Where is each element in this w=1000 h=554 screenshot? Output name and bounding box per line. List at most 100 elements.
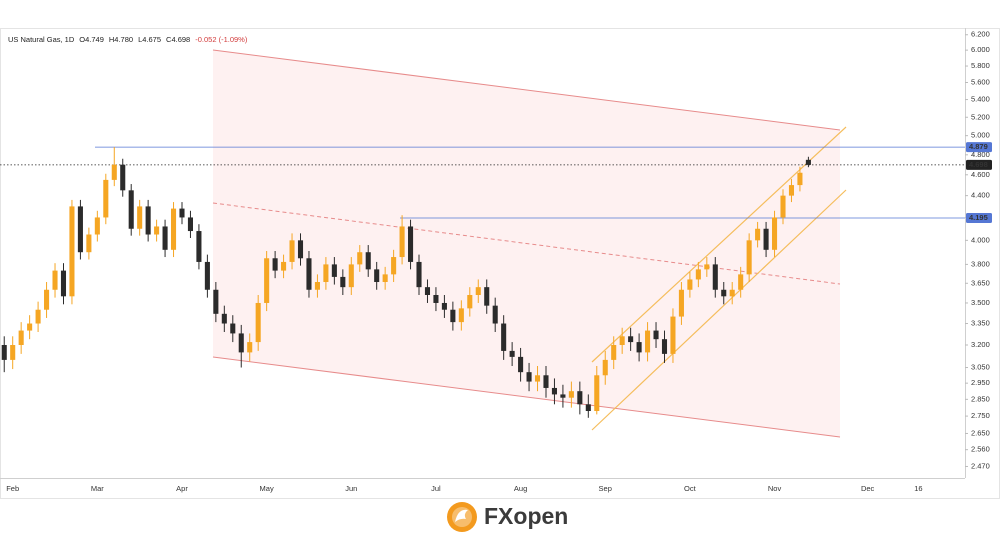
candle-body [755, 228, 761, 241]
price-lines [0, 146, 965, 219]
x-tick-label: Mar [91, 484, 104, 493]
candle-body [289, 240, 295, 262]
candle-body [323, 264, 329, 283]
candle-body [60, 270, 67, 297]
candle-body [772, 217, 778, 250]
y-tick-label: 2.470 [971, 461, 990, 470]
x-tick-label: Feb [6, 484, 19, 493]
axes: 6.200 6.000 5.800 5.600 5.400 5.200 5.000 4.800… [6, 30, 992, 493]
candle-body [357, 252, 363, 265]
candle-body [653, 330, 659, 340]
candle-body [69, 206, 75, 297]
candle-body [551, 387, 557, 395]
candle-body [18, 330, 24, 346]
candle-body [44, 289, 50, 310]
candle-body [281, 261, 287, 271]
candle-body [568, 391, 574, 398]
candle-body [687, 279, 693, 290]
ohlc-value: O4.749 [79, 35, 104, 44]
candle-body [763, 228, 769, 250]
logo-text: FXopen [484, 503, 568, 529]
candle-body [636, 342, 642, 353]
y-tick-label: 6.200 [971, 30, 990, 39]
candle-body [611, 345, 617, 360]
logo-mark [447, 502, 477, 532]
candle-body [543, 375, 549, 388]
candle-body [306, 258, 312, 290]
y-tick-label: 2.750 [971, 411, 990, 420]
candle-body [501, 323, 507, 351]
x-tick-label: Nov [768, 484, 782, 493]
ohlc-value: C4.698 [166, 35, 190, 44]
y-tick-label: 3.350 [971, 319, 990, 328]
y-tick-label: 4.600 [971, 170, 990, 179]
symbol: US Natural Gas, 1D [8, 35, 75, 44]
x-tick-label: May [260, 484, 274, 493]
candles [1, 147, 811, 418]
candle-body [1, 345, 7, 360]
candle-body [247, 342, 253, 353]
candle-body [86, 234, 92, 253]
y-tick-label: 2.850 [971, 394, 990, 403]
candle-body [746, 240, 752, 275]
channel-lower [212, 356, 841, 438]
y-tick-label: 4.400 [971, 191, 990, 200]
candle-body [450, 309, 456, 323]
candle-body [230, 323, 236, 334]
chart-header: US Natural Gas, 1D O4.749 H4.780 L4.675 C4.6… [8, 35, 248, 44]
candle-body [204, 261, 210, 290]
candle-body [154, 226, 160, 235]
candle-body [35, 309, 41, 324]
candle-body [179, 208, 185, 218]
candle-body [382, 274, 388, 283]
candle-body [670, 316, 676, 354]
candle-body [534, 375, 541, 382]
y-tick-label: 3.800 [971, 259, 990, 268]
x-tick-label: Apr [176, 484, 188, 493]
candle-body [695, 269, 701, 280]
candle-body [10, 345, 16, 360]
candle-body [137, 206, 143, 229]
y-tick-label: 5.600 [971, 77, 990, 86]
candle-body [314, 282, 320, 290]
candle-body [424, 287, 431, 295]
candle-body [526, 372, 532, 382]
x-tick-label: Jul [431, 484, 441, 493]
price-label-box [966, 159, 992, 170]
candle-body [492, 305, 498, 324]
y-tick-label: 3.200 [971, 340, 990, 349]
candle-body [399, 226, 405, 258]
candle-body [374, 269, 380, 283]
channel-upper [212, 49, 841, 131]
candle-body [619, 336, 625, 346]
candle-body [518, 356, 524, 373]
price-label-box [966, 142, 992, 153]
uptrend-upper [591, 126, 847, 363]
price-label: 4.698 [969, 160, 988, 169]
candle-body [628, 336, 634, 343]
candle-body [120, 164, 126, 191]
x-tick-label: Aug [514, 484, 527, 493]
candle-body [433, 294, 439, 303]
x-tick-label: Sep [599, 484, 612, 493]
candle-body [348, 264, 354, 288]
ohlc-value: -0.052 (-1.09%) [195, 35, 248, 44]
candle-body [458, 308, 464, 323]
candle-body [196, 231, 202, 262]
y-tick-label: 2.560 [971, 445, 990, 454]
candle-body [704, 264, 710, 270]
candle-body [272, 258, 278, 271]
candle-body [788, 185, 795, 196]
y-tick-label: 5.200 [971, 112, 990, 121]
candle-body [484, 287, 490, 306]
candle-body [509, 350, 515, 357]
candle-body [416, 261, 422, 288]
candle-body [340, 276, 346, 288]
candle-body [475, 287, 481, 295]
price-label: 4.195 [969, 213, 988, 222]
candle-body [213, 289, 219, 314]
candle-body [27, 323, 33, 331]
candle-body [170, 208, 177, 250]
candle-body [645, 330, 651, 353]
